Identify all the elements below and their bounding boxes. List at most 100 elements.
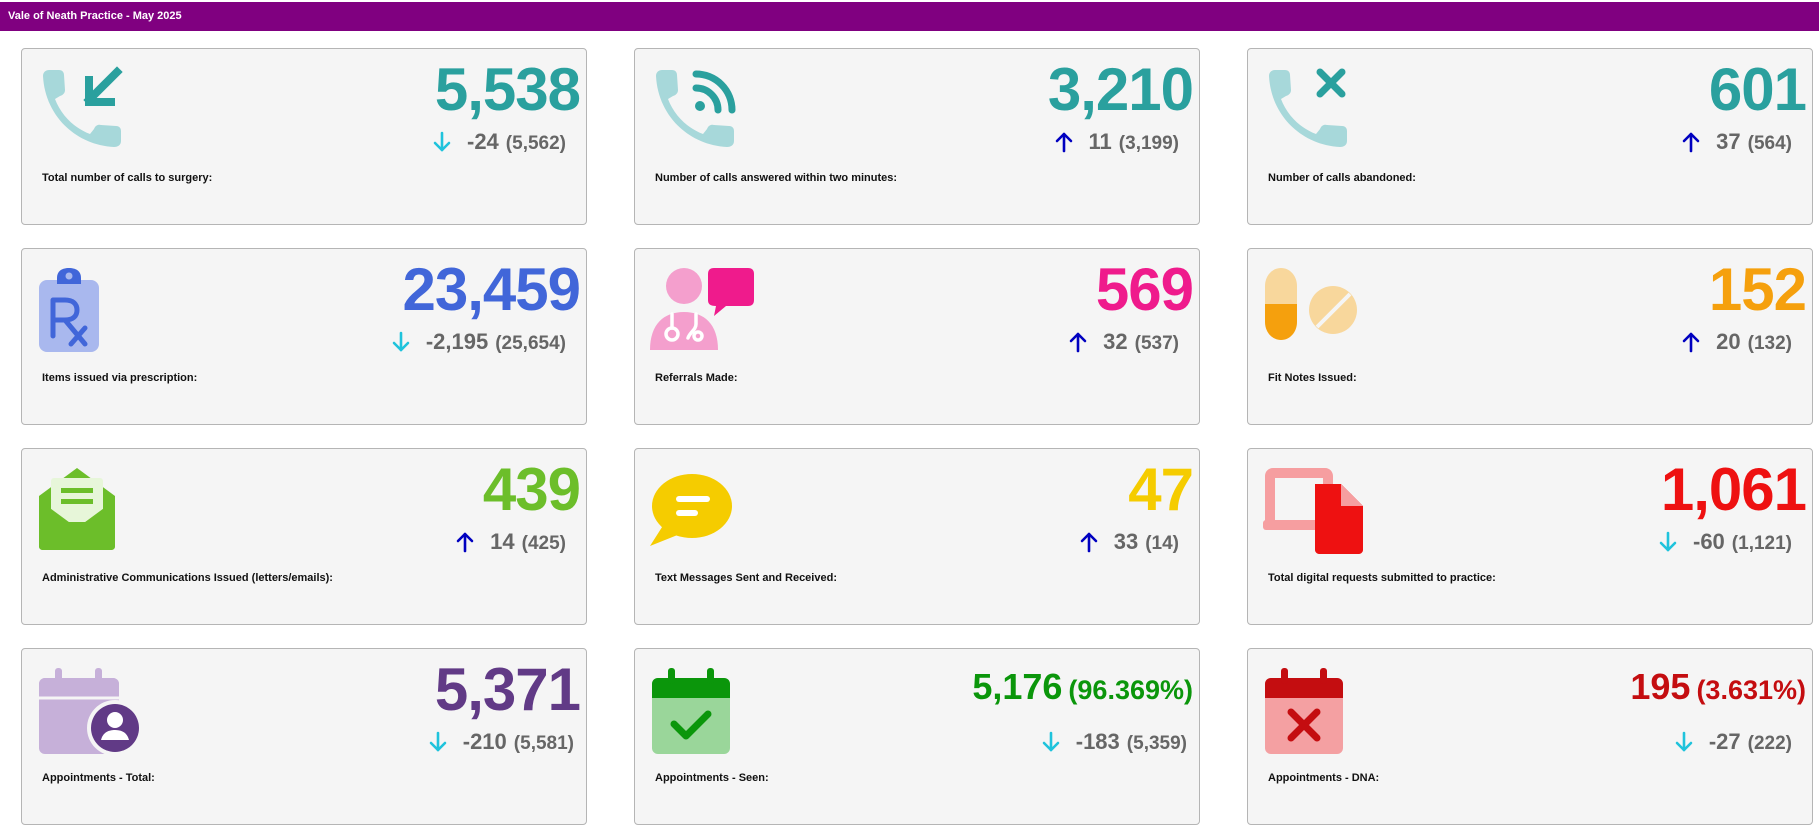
calendar-x-icon: [1265, 668, 1343, 754]
phone-answered-icon: [656, 70, 736, 147]
arrow-up-icon: [1069, 332, 1087, 353]
kpi-value: 5,371: [434, 656, 581, 723]
kpi-value: 5,176: [972, 666, 1063, 707]
kpi-card-prescriptions: 23,459 -2,195 (25,654) Items issued via …: [21, 248, 587, 425]
arrow-down-icon: [392, 331, 410, 352]
kpi-card-appointments-total: 5,371 -210 (5,581) Appointments - Total:: [21, 648, 587, 825]
kpi-label: Items issued via prescription:: [42, 372, 198, 384]
kpi-card-admin-comms: 439 14 (425) Administrative Communicatio…: [21, 448, 587, 625]
phone-incoming-icon: [43, 66, 123, 147]
kpi-delta: -60 (1,121): [1659, 529, 1792, 555]
kpi-previous: (537): [1134, 333, 1179, 354]
kpi-card-appointments-seen: 5,176 (96.369%) -183 (5,359) Appointments…: [634, 648, 1200, 825]
kpi-previous: (5,562): [505, 133, 566, 154]
kpi-label: Number of calls abandoned:: [1268, 172, 1416, 184]
kpi-delta: 20 (132): [1682, 329, 1792, 355]
kpi-label: Administrative Communications Issued (le…: [42, 572, 333, 584]
kpi-previous: (564): [1747, 133, 1792, 154]
kpi-change: -24: [467, 129, 499, 154]
kpi-change: -60: [1693, 529, 1725, 554]
arrow-down-icon: [1659, 531, 1677, 552]
kpi-delta: -24 (5,562): [433, 129, 566, 155]
calendar-check-icon: [652, 668, 730, 754]
kpi-change: -2,195: [425, 329, 489, 354]
kpi-label: Text Messages Sent and Received:: [655, 572, 837, 584]
arrow-up-icon: [1080, 532, 1098, 553]
arrow-up-icon: [1682, 332, 1700, 353]
kpi-value: 3,210: [1047, 56, 1194, 123]
arrow-up-icon: [1055, 132, 1072, 153]
kpi-percent: (96.369%): [1068, 675, 1193, 705]
page-title-bar: Vale of Neath Practice - May 2025: [0, 2, 1819, 31]
kpi-value: 601: [1708, 56, 1807, 123]
calendar-user-icon: [39, 668, 143, 756]
kpi-previous: (3,199): [1118, 133, 1179, 154]
kpi-value: 1,061: [1660, 456, 1807, 523]
pills-icon: [1265, 268, 1357, 340]
prescription-icon: [39, 268, 99, 352]
kpi-card-text-messages: 47 33 (14) Text Messages Sent and Receiv…: [634, 448, 1200, 625]
arrow-down-icon: [1675, 731, 1693, 752]
kpi-label: Number of calls answered within two minu…: [655, 172, 898, 184]
kpi-label: Appointments - Total:: [42, 772, 155, 784]
arrow-up-icon: [456, 532, 474, 553]
kpi-delta: 32 (537): [1069, 329, 1179, 355]
kpi-delta: 37 (564): [1682, 129, 1792, 155]
kpi-card-digital-requests: 1,061 -60 (1,121) Total digital requests…: [1247, 448, 1813, 625]
phone-missed-icon: [1269, 68, 1347, 147]
kpi-previous: (132): [1747, 333, 1792, 354]
kpi-previous: (1,121): [1731, 533, 1792, 554]
kpi-card-fit-notes: 152 20 (132) Fit Notes Issued:: [1247, 248, 1813, 425]
kpi-change: 20: [1716, 329, 1741, 354]
kpi-label: Appointments - DNA:: [1268, 772, 1380, 784]
kpi-card-appointments-dna: 195 (3.631%) -27 (222) Appointments - DNA…: [1247, 648, 1813, 825]
kpi-change: 33: [1113, 529, 1139, 554]
kpi-percent: (3.631%): [1696, 675, 1806, 705]
kpi-value: 47: [1128, 456, 1194, 523]
kpi-previous: (222): [1747, 733, 1792, 754]
kpi-delta: -183 (5,359): [1042, 729, 1187, 755]
kpi-value-group: 195 (3.631%): [1630, 655, 1806, 722]
kpi-delta: 11 (3,199): [1055, 129, 1179, 155]
kpi-change: -210: [462, 729, 507, 754]
kpi-change: -183: [1075, 729, 1120, 754]
kpi-change: 32: [1103, 329, 1128, 354]
kpi-card-referrals: 569 32 (537) Referrals Made:: [634, 248, 1200, 425]
kpi-value: 5,538: [434, 56, 581, 123]
kpi-change: 14: [490, 529, 515, 554]
kpi-previous: (5,359): [1126, 733, 1187, 754]
laptop-document-icon: [1263, 468, 1363, 554]
kpi-label: Fit Notes Issued:: [1268, 372, 1357, 384]
kpi-delta: 33 (14): [1080, 529, 1179, 555]
kpi-delta: -27 (222): [1675, 729, 1792, 755]
kpi-value: 195: [1630, 666, 1691, 707]
kpi-label: Total digital requests submitted to prac…: [1268, 572, 1496, 584]
kpi-label: Referrals Made:: [655, 372, 738, 384]
arrow-up-icon: [1682, 132, 1700, 153]
kpi-value: 439: [482, 456, 581, 523]
kpi-card-total-calls: 5,538 -24 (5,562) Total number of calls …: [21, 48, 587, 225]
kpi-value: 23,459: [402, 256, 581, 323]
kpi-label: Total number of calls to surgery:: [42, 172, 213, 184]
arrow-down-icon: [429, 731, 447, 752]
kpi-previous: (14): [1145, 533, 1179, 554]
page-title: Vale of Neath Practice - May 2025: [8, 10, 182, 22]
kpi-change: -27: [1708, 729, 1741, 754]
kpi-value-group: 5,176 (96.369%): [972, 655, 1193, 722]
kpi-delta: 14 (425): [456, 529, 566, 555]
kpi-card-calls-abandoned: 601 37 (564) Number of calls abandoned:: [1247, 48, 1813, 225]
kpi-previous: (25,654): [495, 333, 566, 354]
envelope-letter-icon: [39, 468, 115, 550]
kpi-previous: (425): [521, 533, 566, 554]
kpi-value: 152: [1708, 256, 1807, 323]
kpi-delta: -2,195 (25,654): [392, 329, 566, 355]
arrow-down-icon: [1042, 731, 1060, 752]
kpi-value: 569: [1095, 256, 1194, 323]
kpi-label: Appointments - Seen:: [655, 772, 769, 784]
kpi-change: 11: [1088, 129, 1112, 154]
kpi-previous: (5,581): [513, 733, 574, 754]
doctor-chat-icon: [650, 268, 754, 350]
kpi-change: 37: [1716, 129, 1741, 154]
kpi-card-calls-answered: 3,210 11 (3,199) Number of calls answere…: [634, 48, 1200, 225]
speech-bubble-icon: [650, 474, 732, 546]
